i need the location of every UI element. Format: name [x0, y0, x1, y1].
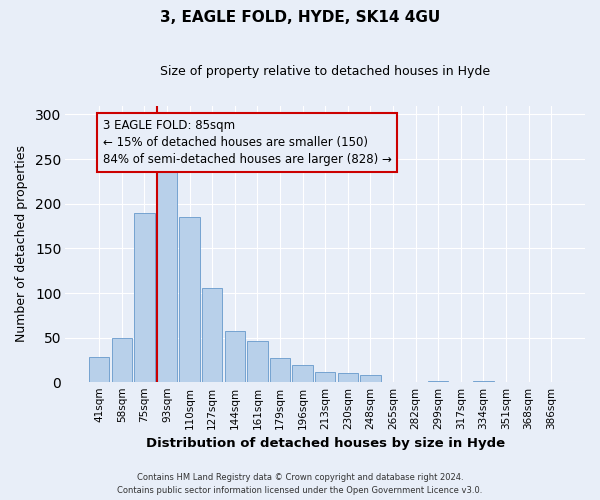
Bar — [270, 358, 290, 382]
Bar — [134, 212, 155, 382]
Bar — [292, 366, 313, 382]
Y-axis label: Number of detached properties: Number of detached properties — [15, 146, 28, 342]
Text: 3 EAGLE FOLD: 85sqm
← 15% of detached houses are smaller (150)
84% of semi-detac: 3 EAGLE FOLD: 85sqm ← 15% of detached ho… — [103, 119, 392, 166]
X-axis label: Distribution of detached houses by size in Hyde: Distribution of detached houses by size … — [146, 437, 505, 450]
Title: Size of property relative to detached houses in Hyde: Size of property relative to detached ho… — [160, 65, 490, 78]
Bar — [428, 380, 448, 382]
Text: 3, EAGLE FOLD, HYDE, SK14 4GU: 3, EAGLE FOLD, HYDE, SK14 4GU — [160, 10, 440, 25]
Bar — [112, 338, 132, 382]
Bar — [157, 166, 177, 382]
Bar — [315, 372, 335, 382]
Bar — [89, 358, 109, 382]
Bar — [338, 374, 358, 382]
Bar — [202, 288, 223, 382]
Bar — [179, 217, 200, 382]
Bar — [473, 380, 494, 382]
Bar — [360, 375, 380, 382]
Text: Contains HM Land Registry data © Crown copyright and database right 2024.
Contai: Contains HM Land Registry data © Crown c… — [118, 474, 482, 495]
Bar — [247, 342, 268, 382]
Bar — [224, 330, 245, 382]
